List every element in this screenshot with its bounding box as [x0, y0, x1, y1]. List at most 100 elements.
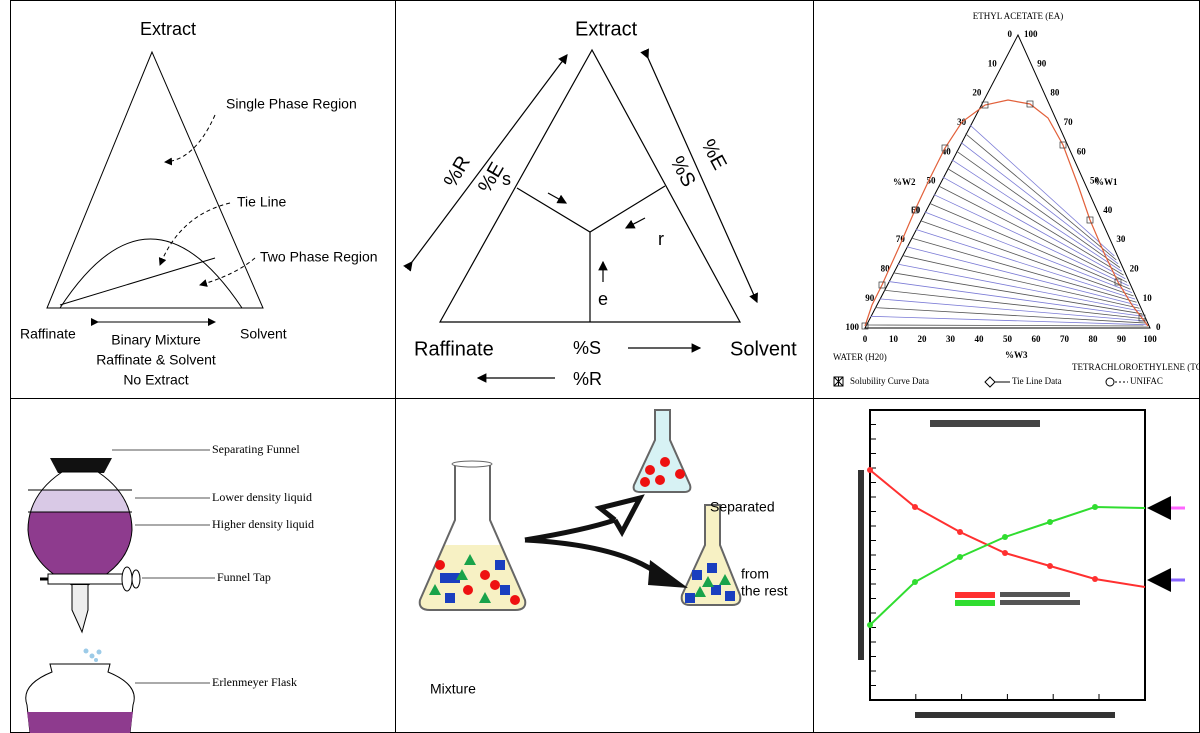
- tick-label: 60: [911, 205, 921, 215]
- tick-label: 0: [1156, 322, 1161, 332]
- particle: [495, 560, 505, 570]
- tick-label: 70: [1060, 334, 1070, 344]
- particle: [490, 580, 500, 590]
- particle: [640, 477, 650, 487]
- shape: [72, 585, 88, 632]
- apex-label: Extract: [575, 18, 638, 40]
- tick-label: 50: [1090, 176, 1100, 186]
- point-label: s: [502, 169, 511, 189]
- shape: [132, 570, 140, 588]
- tick-label: 30: [946, 334, 956, 344]
- tick-label: 0: [863, 334, 868, 344]
- shape: [912, 504, 918, 510]
- shape: [452, 461, 492, 467]
- shape: [867, 467, 873, 473]
- axis-label: %E: [697, 136, 731, 174]
- tick-label: 90: [1117, 334, 1127, 344]
- tie-line: [866, 325, 1148, 326]
- shape: [626, 218, 645, 228]
- tick-label: 30: [1116, 234, 1126, 244]
- shape: [915, 712, 1115, 718]
- corner-label: Raffinate: [20, 326, 76, 342]
- part-label: Funnel Tap: [217, 570, 271, 584]
- group: [867, 504, 1098, 628]
- tie-line: [925, 212, 1132, 293]
- tie-line-label: Tie Line: [237, 194, 287, 210]
- shape: [870, 410, 1145, 700]
- corner-label: Solvent: [730, 338, 797, 360]
- shape: [20, 490, 140, 512]
- shape: [20, 470, 140, 490]
- shape: [94, 658, 98, 662]
- shape: [1106, 378, 1114, 386]
- corner-label: WATER (H20): [833, 352, 887, 362]
- particle: [725, 591, 735, 601]
- tick-label: 60: [1032, 334, 1042, 344]
- tick-label: 60: [1077, 146, 1087, 156]
- shape: [858, 470, 864, 660]
- point-label: e: [598, 289, 608, 309]
- group: [84, 649, 102, 663]
- legend-label: UNIFAC: [1130, 376, 1163, 386]
- group: [870, 410, 1145, 700]
- tick-label: 50: [1003, 334, 1013, 344]
- flask-label: the rest: [741, 583, 788, 599]
- shape: [1002, 550, 1008, 556]
- particle: [660, 457, 670, 467]
- corner-label: TETRACHLOROETHYLENE (TCE): [1072, 362, 1200, 372]
- shape: [1002, 534, 1008, 540]
- tick-label: 40: [975, 334, 985, 344]
- shape: [1092, 504, 1098, 510]
- shape: [648, 560, 688, 588]
- group: [112, 450, 215, 683]
- shape: [525, 540, 660, 575]
- apex-label: ETHYL ACETATE (EA): [973, 11, 1063, 21]
- shape: [50, 458, 112, 473]
- shape: [525, 498, 640, 540]
- flask-label: from: [741, 566, 769, 582]
- tick-label: 70: [1064, 117, 1074, 127]
- axis-label: %S: [573, 338, 601, 358]
- particle: [707, 563, 717, 573]
- tick-label: 20: [918, 334, 928, 344]
- particle: [685, 593, 695, 603]
- tick-label: 10: [1143, 293, 1153, 303]
- tick-label: 10: [889, 334, 899, 344]
- tick-label: 50: [927, 176, 937, 186]
- particle: [463, 585, 473, 595]
- axis-label: %W2: [893, 177, 916, 187]
- particle: [445, 593, 455, 603]
- legend-label: Solubility Curve Data: [850, 376, 929, 386]
- tie-line: [970, 125, 1114, 256]
- tie-line: [965, 134, 1116, 260]
- particle: [435, 560, 445, 570]
- particle: [500, 585, 510, 595]
- shape: [60, 239, 242, 308]
- part-label: Lower density liquid: [212, 490, 312, 504]
- part-label: Erlenmeyer Flask: [212, 675, 297, 689]
- group: Separating Funnel Lower density liquid H…: [212, 442, 314, 689]
- shape: [1000, 600, 1080, 605]
- group: [867, 467, 1098, 582]
- group: [412, 50, 757, 378]
- part-label: Separating Funnel: [212, 442, 300, 456]
- flask-label: Separated: [710, 499, 775, 515]
- tick-label: 90: [1037, 58, 1047, 68]
- tick-label: 80: [1089, 334, 1099, 344]
- shape: [1000, 592, 1070, 597]
- tie-line: [961, 142, 1118, 263]
- corner-label: Solvent: [240, 326, 287, 342]
- apex-label: Extract: [140, 19, 196, 39]
- axis-label: %S: [666, 153, 700, 191]
- tick-label: 40: [1103, 205, 1113, 215]
- tick-label: 100: [1143, 334, 1157, 344]
- part-label: Higher density liquid: [212, 517, 314, 531]
- particle: [480, 570, 490, 580]
- shape: [985, 377, 995, 387]
- shape: [930, 420, 1040, 427]
- shape: [47, 52, 263, 308]
- tie-line: [938, 186, 1127, 282]
- tick-label: 0: [1008, 29, 1013, 39]
- group: [858, 410, 1185, 718]
- note: Raffinate & Solvent: [96, 352, 216, 368]
